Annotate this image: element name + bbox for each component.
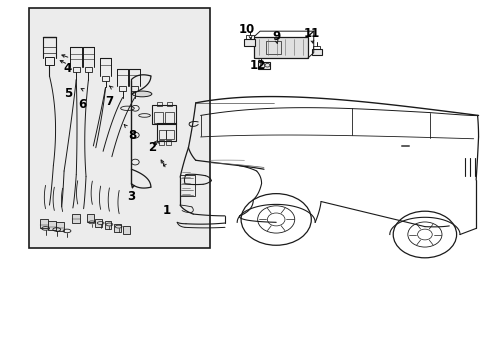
Text: 8: 8 bbox=[128, 129, 136, 142]
Text: 6: 6 bbox=[79, 98, 86, 111]
Text: 12: 12 bbox=[249, 59, 266, 72]
Text: 9: 9 bbox=[271, 30, 280, 43]
Bar bbox=[123, 226, 130, 234]
Bar bbox=[45, 57, 54, 65]
Bar bbox=[166, 140, 171, 145]
Bar bbox=[152, 105, 176, 125]
Bar bbox=[29, 8, 210, 248]
Bar bbox=[158, 130, 165, 139]
Bar bbox=[311, 49, 321, 55]
Bar bbox=[164, 112, 173, 123]
Bar bbox=[131, 86, 138, 91]
Bar bbox=[259, 63, 264, 67]
Bar bbox=[157, 102, 161, 107]
Text: 1: 1 bbox=[162, 204, 170, 217]
Bar bbox=[258, 62, 270, 69]
Text: 2: 2 bbox=[147, 141, 156, 154]
Bar bbox=[102, 76, 109, 81]
Bar bbox=[104, 221, 111, 229]
Bar bbox=[56, 222, 64, 231]
Bar bbox=[73, 67, 80, 72]
Bar bbox=[180, 175, 194, 196]
Text: 4: 4 bbox=[64, 62, 72, 75]
Bar bbox=[245, 36, 253, 39]
Bar bbox=[157, 123, 176, 140]
Bar bbox=[95, 220, 102, 227]
Text: 5: 5 bbox=[64, 87, 72, 100]
Bar bbox=[244, 39, 255, 45]
Bar bbox=[48, 221, 56, 230]
Bar bbox=[313, 46, 320, 49]
Bar bbox=[154, 112, 163, 123]
Bar bbox=[167, 102, 172, 107]
Text: 3: 3 bbox=[127, 190, 135, 203]
Text: 10: 10 bbox=[238, 23, 254, 36]
Bar bbox=[72, 214, 80, 223]
Bar bbox=[266, 41, 281, 54]
Bar bbox=[40, 220, 47, 228]
Ellipse shape bbox=[132, 91, 152, 97]
Bar bbox=[114, 224, 121, 231]
Bar bbox=[254, 37, 307, 58]
Text: 11: 11 bbox=[303, 27, 319, 40]
Bar bbox=[166, 130, 173, 139]
Bar bbox=[85, 67, 92, 72]
Text: 7: 7 bbox=[104, 95, 113, 108]
Bar bbox=[119, 86, 126, 91]
Bar bbox=[87, 214, 94, 222]
Bar bbox=[158, 140, 163, 145]
